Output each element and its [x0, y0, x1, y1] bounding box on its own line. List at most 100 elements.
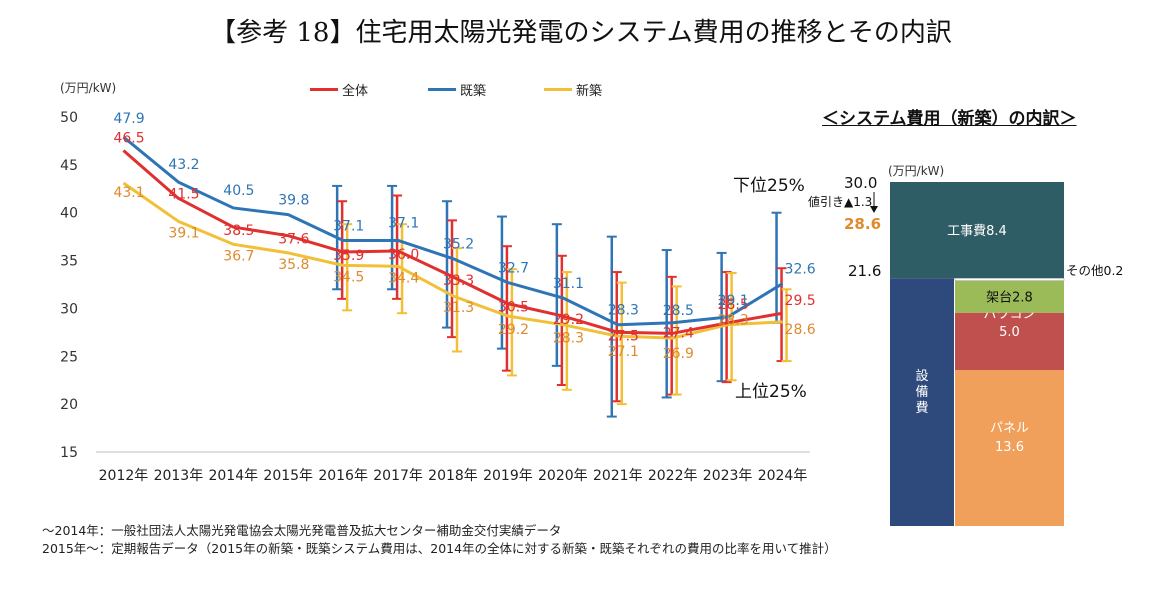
segment-construction-label: 工事費8.4 [947, 224, 1007, 239]
series-total-data-label: 36.0 [388, 247, 419, 263]
segment-equipment-label: 備 [915, 384, 928, 400]
x-tick-label: 2013年 [154, 468, 204, 484]
equipment-level-label: 21.6 [848, 262, 881, 280]
series-new-data-label: 28.3 [718, 313, 749, 329]
series-existing-data-label: 39.8 [278, 193, 309, 209]
x-tick-label: 2018年 [428, 468, 478, 484]
series-total-data-label: 29.5 [785, 293, 816, 309]
y-tick-label: 40 [60, 206, 78, 222]
series-new-data-label: 39.1 [168, 225, 199, 241]
y-tick-label: 50 [60, 110, 78, 126]
x-tick-label: 2015年 [263, 468, 313, 484]
series-new-line [122, 181, 783, 340]
legend-swatch-total [310, 88, 338, 91]
series-new-data-label: 34.5 [333, 269, 364, 285]
series-existing-data-label: 37.1 [388, 215, 419, 231]
segment-panel [955, 370, 1064, 526]
x-tick-label: 2016年 [318, 468, 368, 484]
legend-label-total: 全体 [342, 84, 369, 99]
series-new-data-label: 36.7 [223, 248, 254, 264]
legend-item-new: 新築 [544, 80, 602, 99]
series-existing-data-label: 32.6 [785, 262, 816, 278]
annotation-lower: 上位25% [735, 382, 807, 402]
series-new-data-label: 27.1 [608, 344, 639, 360]
segment-other-label: その他0.2 [1066, 263, 1123, 278]
x-tick-label: 2014年 [208, 468, 258, 484]
x-tick-label: 2017年 [373, 468, 423, 484]
segment-mount-label: 架台2.8 [986, 291, 1033, 306]
series-total-data-label: 46.5 [113, 131, 144, 147]
series-new-data-label: 28.3 [553, 331, 584, 347]
series-existing-data-label: 28.3 [608, 303, 639, 319]
after-discount-label: 28.6 [844, 215, 881, 233]
y-tick-label: 15 [60, 445, 78, 461]
series-total-data-label: 27.4 [663, 325, 694, 341]
series-existing-data-label: 29.1 [718, 293, 749, 309]
segment-mount [955, 280, 1064, 313]
series-new-data-label: 43.1 [113, 185, 144, 201]
series-new-data-label: 26.9 [663, 346, 694, 362]
x-tick-label: 2021年 [593, 468, 643, 484]
series-existing-data-label: 28.5 [663, 303, 694, 319]
legend-item-existing: 既築 [428, 80, 486, 99]
segment-panel-label: パネル [990, 421, 1029, 436]
segment-power-conditioner [955, 312, 1064, 371]
legend-item-total: 全体 [310, 80, 368, 99]
segment-panel-value: 13.6 [995, 440, 1024, 455]
series-total-line [122, 149, 783, 335]
y-tick-label: 30 [60, 301, 78, 317]
x-tick-label: 2024年 [758, 468, 808, 484]
y-tick-label: 45 [60, 158, 78, 174]
annotation-upper: 下位25% [733, 176, 805, 196]
segment-power-conditioner-value: 5.0 [999, 325, 1020, 340]
series-total-data-label: 28.5 [718, 297, 749, 313]
series-existing-data-label: 35.2 [443, 237, 474, 253]
note-line-2: 2015年～：定期報告データ（2015年の新築・既築システム費用は、2014年の… [42, 541, 837, 556]
series-total-data-label: 27.5 [608, 328, 639, 344]
y-axis-unit: (万円/kW) [60, 81, 116, 95]
series-existing-data-label: 47.9 [113, 111, 144, 127]
series-new-data-label: 29.2 [498, 322, 529, 338]
segment-other [954, 278, 1065, 281]
series-total-data-label: 38.5 [223, 223, 254, 239]
legend-swatch-existing [428, 88, 456, 91]
discount-label: 値引き▲1.3 [808, 194, 872, 209]
breakdown-title: ＜システム費用（新築）の内訳＞ [822, 109, 1077, 129]
discount-arrowhead [870, 206, 878, 213]
x-tick-label: 2012年 [99, 468, 149, 484]
y-tick-label: 25 [60, 349, 78, 365]
series-total-data-label: 41.5 [168, 186, 199, 202]
x-tick-label: 2019年 [483, 468, 533, 484]
y-tick-label: 20 [60, 397, 78, 413]
series-existing-data-label: 31.1 [553, 276, 584, 292]
legend-label-new: 新築 [576, 84, 603, 99]
segment-equipment-label: 設 [915, 368, 928, 384]
legend-label-existing: 既築 [460, 84, 487, 99]
segment-equipment [890, 278, 954, 526]
series-new-data-label: 34.4 [388, 270, 419, 286]
series-existing-data-label: 32.7 [498, 261, 529, 277]
page-title: 【参考 18】住宅用太陽光発電のシステム費用の推移とその内訳 [210, 18, 952, 48]
x-tick-label: 2022年 [648, 468, 698, 484]
note-line-1: ～2014年：一般社団法人太陽光発電協会太陽光発電普及拡大センター補助金交付実績… [42, 523, 562, 538]
series-new-data-label: 35.8 [278, 257, 309, 273]
total-label: 30.0 [844, 174, 877, 192]
x-tick-label: 2020年 [538, 468, 588, 484]
x-tick-label: 2023年 [703, 468, 753, 484]
series-existing-data-label: 37.1 [333, 218, 364, 234]
series-new-data-label: 31.3 [443, 300, 474, 316]
series-existing-line [122, 135, 784, 327]
series-total-data-label: 33.3 [443, 273, 474, 289]
breakdown-unit: (万円/kW) [888, 164, 944, 178]
segment-equipment-label: 費 [915, 401, 928, 416]
legend-swatch-new [544, 88, 572, 91]
series-total-data-label: 30.5 [498, 300, 529, 316]
y-tick-label: 35 [60, 254, 78, 270]
series-total-data-label: 29.2 [553, 312, 584, 328]
series-existing-data-label: 40.5 [223, 183, 254, 199]
segment-construction [890, 182, 1064, 279]
series-existing-data-label: 43.2 [168, 157, 199, 173]
series-new-data-label: 28.6 [785, 322, 816, 338]
series-total-data-label: 37.6 [278, 232, 309, 248]
